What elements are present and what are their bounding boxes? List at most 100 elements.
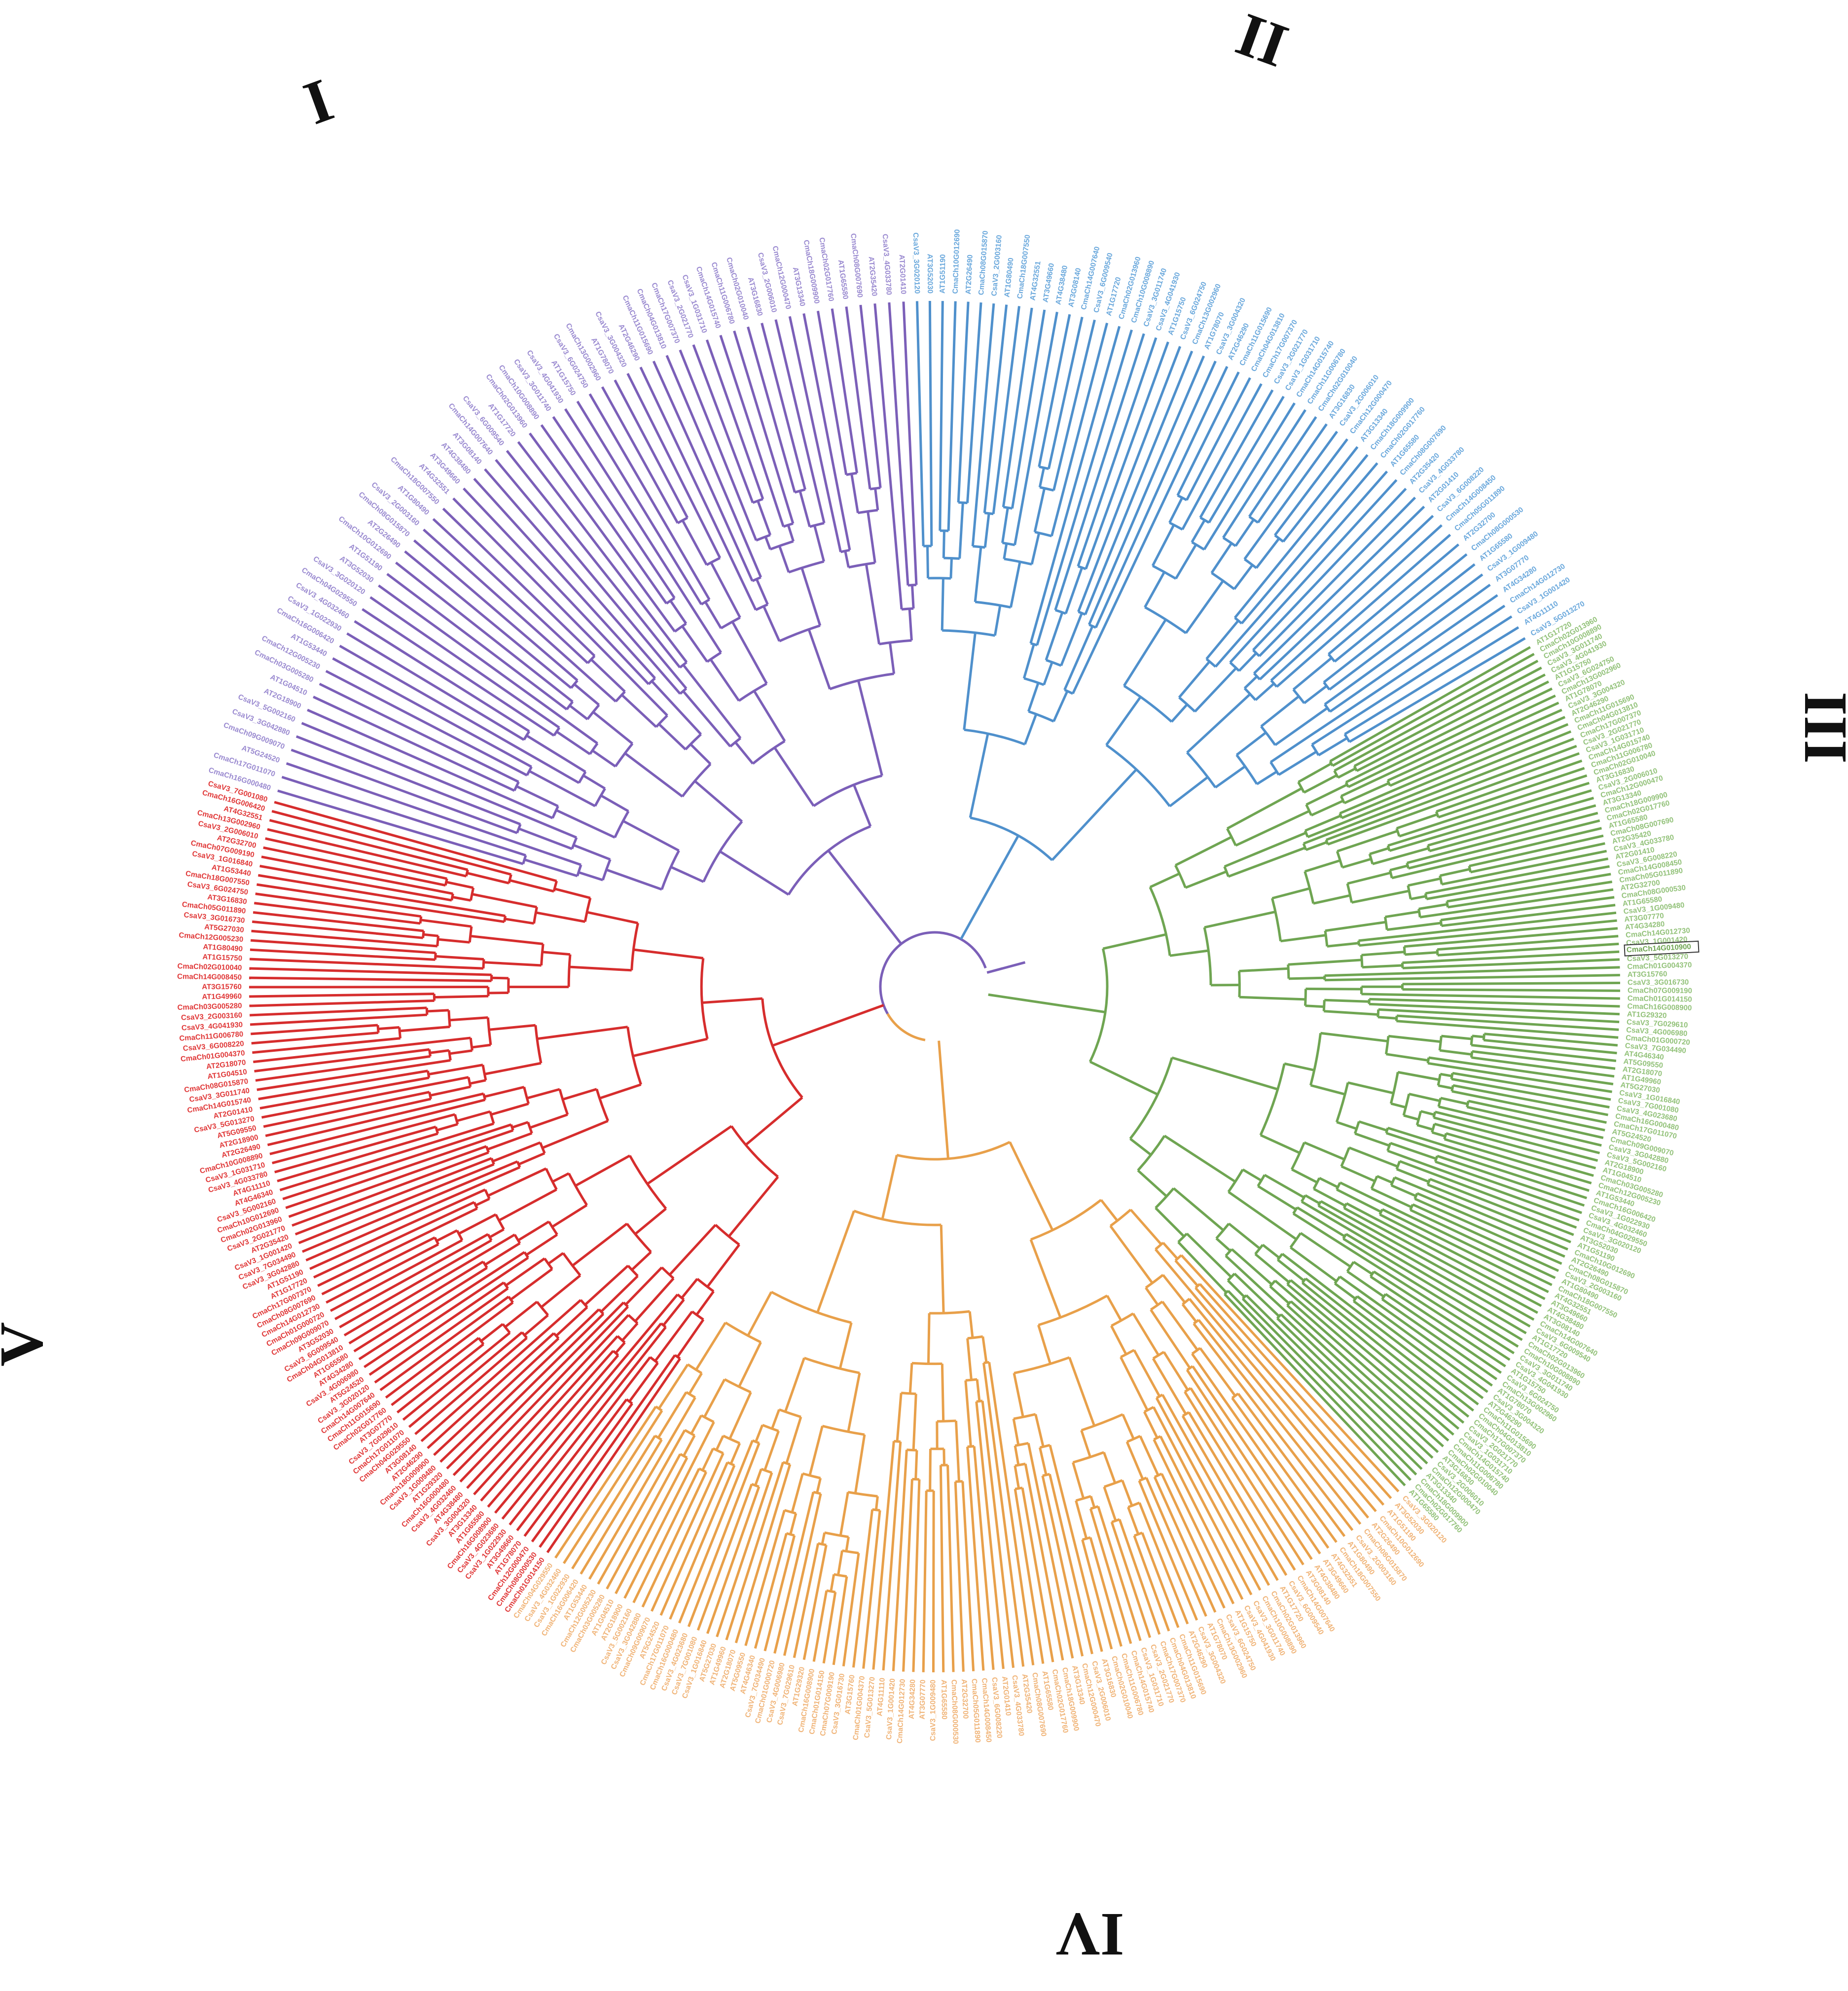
branch-line: [452, 1301, 625, 1476]
branch-line: [1444, 1138, 1592, 1184]
branch-arc: [1439, 875, 1443, 885]
leaf-label: CmaCh05G011890: [970, 1678, 982, 1743]
branch-line: [1154, 1248, 1377, 1512]
branch-line: [733, 331, 795, 524]
branch-line: [857, 680, 883, 776]
branch-line: [734, 741, 754, 765]
branch-line: [874, 488, 879, 511]
branch-line: [1347, 687, 1553, 788]
branch-arc: [706, 651, 722, 663]
branch-arc: [1123, 685, 1173, 723]
branch-line: [701, 1448, 715, 1471]
branch-line: [1351, 889, 1410, 904]
branch-line: [420, 1299, 582, 1442]
branch-line: [298, 1163, 495, 1245]
branch-line: [554, 887, 591, 899]
branch-line: [1466, 1106, 1604, 1140]
branch-line: [1304, 859, 1341, 873]
branch-line: [969, 733, 989, 818]
branch-line: [850, 474, 859, 514]
branch-line: [279, 1122, 494, 1191]
branch-arc: [447, 1010, 451, 1027]
branch-line: [554, 1405, 657, 1559]
branch-line: [988, 1362, 1035, 1665]
branch-line: [986, 961, 1026, 974]
branch-line: [1389, 708, 1562, 787]
branch-line: [753, 690, 786, 742]
branch-line: [1121, 1479, 1133, 1507]
branch-line: [414, 1337, 528, 1436]
branch-line: [1072, 1462, 1085, 1499]
branch-line: [1378, 1008, 1620, 1024]
branch-line: [1410, 895, 1426, 900]
branch-arc: [628, 1155, 667, 1210]
branch-line: [518, 827, 573, 850]
branch-line: [459, 1306, 629, 1483]
branch-line: [961, 1481, 975, 1671]
branch-line: [960, 835, 1019, 940]
branch-line: [249, 967, 492, 976]
branch-line: [652, 361, 754, 582]
branch-line: [1137, 1169, 1168, 1197]
branch-line: [939, 1465, 945, 1672]
branch-line: [625, 1266, 663, 1306]
branch-line: [606, 868, 662, 891]
branch-line: [641, 1471, 708, 1608]
leaf-label: AT2G32700: [960, 1679, 970, 1719]
leaf-label: CsaV3_7G029610: [1627, 1018, 1688, 1029]
branch-arc: [482, 959, 485, 969]
branch-arc: [489, 1111, 495, 1124]
branch-line: [508, 1326, 667, 1526]
branch-line: [1045, 612, 1064, 661]
branch-line: [1324, 998, 1370, 1003]
branch-line: [1194, 667, 1237, 713]
branch-line: [1132, 1313, 1160, 1356]
branch-line: [449, 1016, 488, 1022]
branch-line: [363, 1256, 529, 1368]
branch-line: [1472, 1050, 1616, 1070]
branch-line: [929, 1448, 932, 1491]
branch-line: [1280, 1313, 1434, 1459]
branch-line: [1204, 910, 1276, 929]
branch-arc: [648, 677, 656, 685]
branch-line: [489, 1024, 536, 1031]
branch-line: [552, 1172, 570, 1183]
branch-arc: [928, 577, 951, 580]
branch-line: [250, 1013, 428, 1026]
leaf-label: AT3G16830: [746, 276, 764, 317]
branch-line: [313, 696, 515, 792]
branch-arc: [929, 1310, 970, 1315]
branch-line: [261, 855, 453, 895]
branch-line: [854, 1434, 866, 1494]
leaf-label: AT3G49660: [1041, 262, 1056, 303]
branch-line: [971, 303, 995, 547]
branch-line: [654, 1311, 693, 1362]
branch-arc: [1301, 1278, 1307, 1284]
branch-line: [272, 1113, 456, 1165]
branch-line: [442, 508, 596, 657]
branch-line: [853, 784, 872, 827]
branch-line: [346, 632, 525, 741]
branch-line: [1298, 762, 1332, 783]
branch-line: [1262, 1244, 1280, 1259]
branch-line: [738, 1341, 762, 1388]
branch-line: [470, 1079, 486, 1085]
branch-line: [1440, 1097, 1468, 1106]
branch-line: [865, 564, 881, 645]
branch-arc: [1346, 883, 1353, 903]
branch-line: [1407, 811, 1598, 864]
branch-line: [572, 1222, 628, 1267]
branch-line: [949, 558, 953, 579]
branch-line: [439, 1308, 600, 1463]
branch-line: [267, 828, 467, 878]
branch-arc: [794, 488, 806, 494]
leaf-label: CmaCh02G010040: [177, 962, 242, 972]
branch-line: [1354, 1132, 1390, 1147]
branch-line: [1233, 564, 1254, 590]
branch-arc: [1191, 541, 1205, 551]
branch-line: [1320, 1032, 1388, 1043]
branch-line: [1358, 1120, 1388, 1132]
branch-line: [1049, 1444, 1103, 1652]
branch-line: [1163, 1135, 1236, 1183]
branch-line: [378, 1026, 399, 1031]
